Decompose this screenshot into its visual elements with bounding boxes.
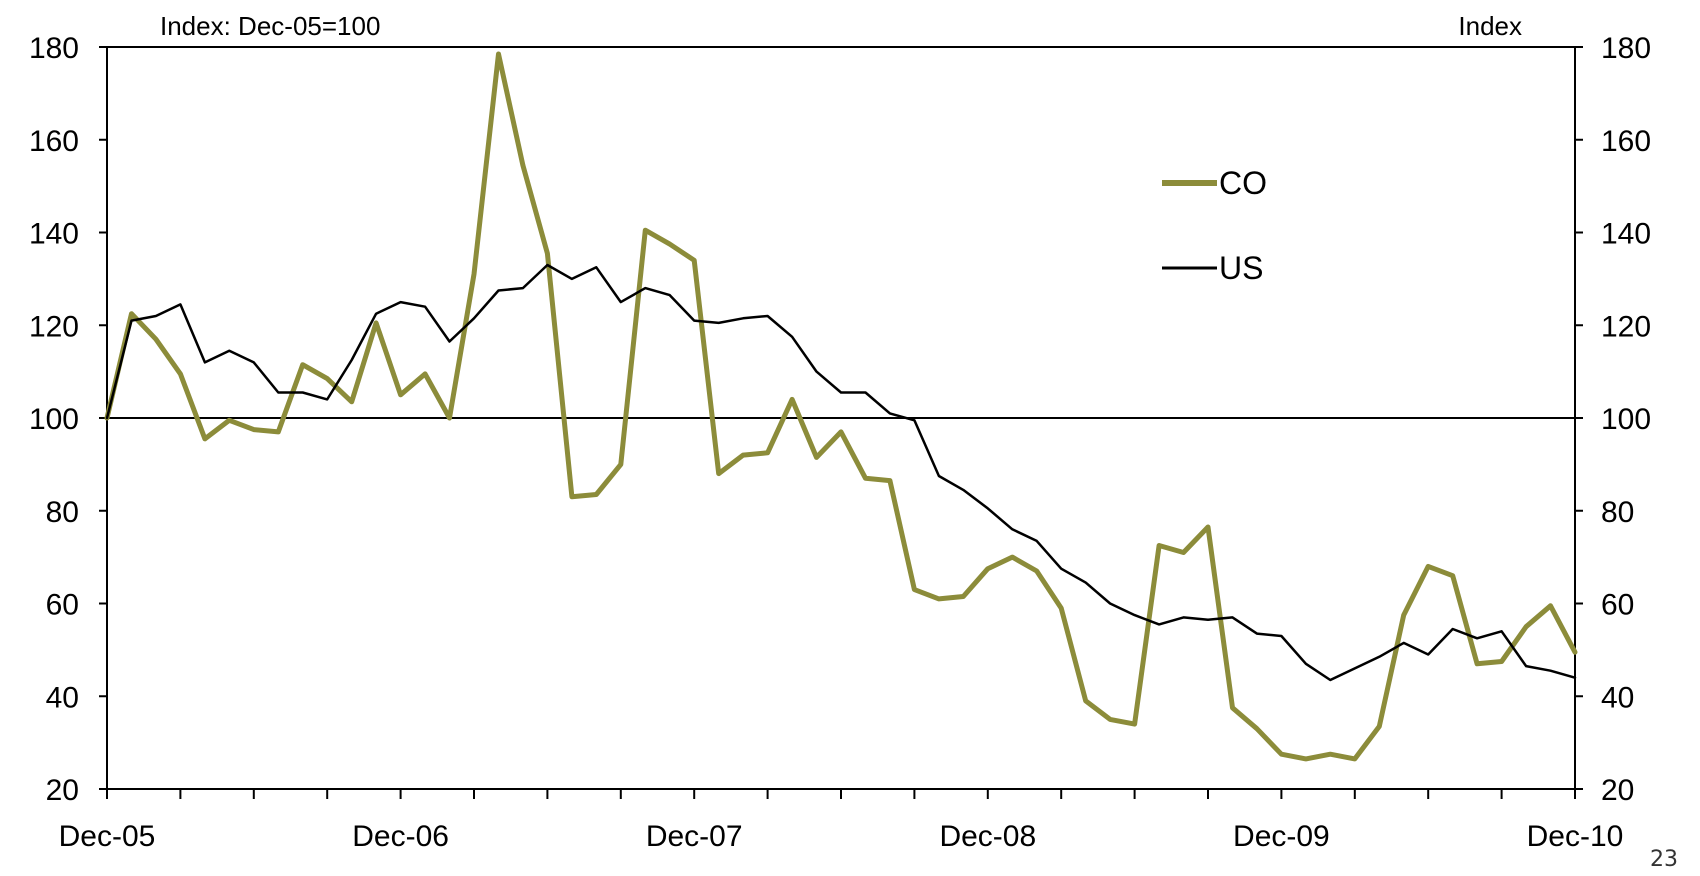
- left-y-tick-label: 120: [29, 310, 79, 343]
- left-y-tick-label: 20: [46, 774, 79, 807]
- right-y-tick-label: 180: [1601, 32, 1651, 65]
- x-tick-label: Dec-07: [646, 820, 743, 853]
- legend-label-co: CO: [1219, 165, 1267, 201]
- right-y-tick-label: 20: [1601, 774, 1634, 807]
- page-number: 23: [1650, 847, 1678, 872]
- left-axis-unit-label: Index: Dec-05=100: [160, 11, 380, 41]
- left-y-tick-label: 60: [46, 589, 79, 622]
- left-y-tick-label: 80: [46, 496, 79, 529]
- legend-label-us: US: [1219, 250, 1263, 286]
- right-y-tick-label: 140: [1601, 218, 1651, 251]
- left-y-tick-label: 40: [46, 681, 79, 714]
- left-y-tick-label: 180: [29, 32, 79, 65]
- right-y-tick-label: 60: [1601, 589, 1634, 622]
- series-layer: [104, 51, 1578, 762]
- x-tick-label: Dec-05: [59, 820, 156, 853]
- x-tick-label: Dec-08: [939, 820, 1036, 853]
- left-y-tick-label: 100: [29, 403, 79, 436]
- x-tick-label: Dec-06: [352, 820, 449, 853]
- left-y-tick-label: 140: [29, 218, 79, 251]
- right-y-tick-label: 100: [1601, 403, 1651, 436]
- left-y-tick-label: 160: [29, 125, 79, 158]
- right-axis-unit-label: Index: [1458, 11, 1522, 41]
- x-tick-label: Dec-09: [1233, 820, 1330, 853]
- right-y-tick-label: 40: [1601, 681, 1634, 714]
- right-y-tick-label: 80: [1601, 496, 1634, 529]
- legend: CO US: [1162, 165, 1267, 286]
- series-line-co: [104, 51, 1578, 762]
- right-y-tick-label: 160: [1601, 125, 1651, 158]
- right-y-tick-label: 120: [1601, 310, 1651, 343]
- x-tick-label: Dec-10: [1527, 820, 1624, 853]
- series-line-us: [105, 263, 1577, 682]
- axes-layer: 20 20 40 40 60 60 80 80 100 100 120 120 140 140 160 160…: [29, 32, 1651, 853]
